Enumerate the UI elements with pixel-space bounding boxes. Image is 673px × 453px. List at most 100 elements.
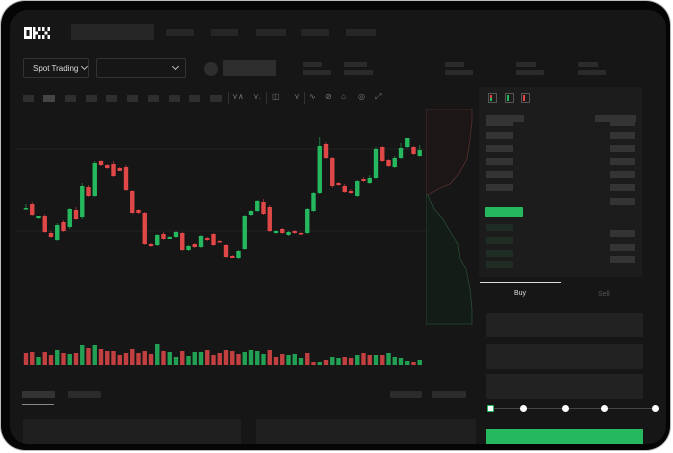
coin-icon <box>204 62 218 76</box>
timeframe-button[interactable] <box>23 95 34 102</box>
order-book-price[interactable] <box>486 184 513 191</box>
order-book-price[interactable] <box>486 171 513 178</box>
timeframe-button[interactable] <box>86 95 97 102</box>
volume-bar <box>73 353 79 365</box>
asks-only-icon[interactable] <box>521 93 530 103</box>
spot-trading-dropdown[interactable]: Spot Trading <box>23 58 89 78</box>
candle-body <box>361 179 366 181</box>
tab-sell[interactable]: Sell <box>598 291 610 298</box>
ruler-icon[interactable]: ⊘ <box>325 92 332 101</box>
candle-body <box>186 246 191 250</box>
volume-bar <box>192 352 197 365</box>
candle-body <box>205 238 210 240</box>
bottom-action[interactable] <box>390 391 422 398</box>
volume-bar <box>117 355 122 365</box>
search-bar[interactable] <box>71 24 154 40</box>
slider-handle[interactable] <box>487 405 494 412</box>
timeframe-button[interactable] <box>210 95 222 102</box>
volume-bar <box>248 350 254 365</box>
timeframe-button[interactable] <box>127 95 138 102</box>
buy-submit-button[interactable] <box>486 429 643 444</box>
volume-bar <box>267 350 272 365</box>
volume-bar <box>342 357 347 365</box>
bottom-action[interactable] <box>432 391 466 398</box>
order-book-price[interactable] <box>486 132 513 139</box>
candle-body <box>86 187 91 196</box>
order-book-price[interactable] <box>486 237 513 244</box>
target-icon[interactable]: ◎ <box>358 92 365 101</box>
volume-bar <box>130 349 135 365</box>
order-book-price[interactable] <box>486 224 513 231</box>
order-book-price[interactable] <box>486 261 513 268</box>
chevron-down-icon[interactable]: ⋎ <box>294 92 300 101</box>
volume-bar <box>205 350 210 365</box>
volume-bar <box>298 358 304 365</box>
candle-body <box>330 158 335 186</box>
camera-icon[interactable]: ⌂ <box>341 92 346 101</box>
bids-only-icon[interactable] <box>505 93 514 103</box>
candle-body <box>298 233 304 235</box>
stat-value <box>578 70 606 75</box>
timeframe-button[interactable] <box>106 95 117 102</box>
amount-input[interactable] <box>486 344 643 369</box>
nav-item[interactable] <box>301 29 329 36</box>
stat-label <box>578 62 598 67</box>
candle-body <box>411 147 416 154</box>
candle-body <box>367 178 372 183</box>
timeframe-button[interactable] <box>148 95 159 102</box>
nav-item[interactable] <box>166 29 194 36</box>
tab-open-orders[interactable] <box>22 391 55 398</box>
slider-step[interactable] <box>520 405 527 412</box>
volume-bar <box>23 353 29 365</box>
nav-item[interactable] <box>211 29 238 36</box>
volume-bar <box>36 357 41 365</box>
volume-bar <box>217 353 222 365</box>
total-input[interactable] <box>486 374 643 399</box>
order-book-size <box>610 256 635 263</box>
fullscreen-icon[interactable]: ⤢ <box>375 92 382 101</box>
nav-item[interactable] <box>256 29 286 36</box>
volume-bar <box>255 351 260 365</box>
candle-body <box>73 210 79 219</box>
order-book-size <box>610 145 635 152</box>
price-input[interactable] <box>486 313 643 337</box>
volume-bar <box>123 353 129 365</box>
timeframe-button[interactable] <box>43 95 55 102</box>
order-book-price[interactable] <box>486 158 513 165</box>
candle-body <box>161 234 166 239</box>
volume-bar <box>111 351 116 365</box>
timeframe-button[interactable] <box>169 95 180 102</box>
candle-body <box>211 234 216 245</box>
nav-item[interactable] <box>346 29 376 36</box>
slider-step[interactable] <box>562 405 569 412</box>
candle-body <box>30 204 35 215</box>
pair-selector-dropdown[interactable] <box>96 58 186 78</box>
tab-order-history[interactable] <box>68 391 101 398</box>
slider-track[interactable] <box>490 408 656 409</box>
line-tool-icon[interactable]: ∿ <box>309 92 316 101</box>
settings-icon[interactable]: ◫ <box>272 92 280 101</box>
both-sides-icon[interactable] <box>488 93 497 103</box>
slider-step[interactable] <box>601 405 608 412</box>
timeframe-button[interactable] <box>189 95 200 102</box>
slider-step[interactable] <box>652 405 659 412</box>
okx-logo[interactable] <box>24 26 50 39</box>
candlestick-chart[interactable] <box>10 10 666 444</box>
order-book-price[interactable] <box>486 250 513 257</box>
candle-body <box>392 158 397 167</box>
volume-bar <box>286 355 291 365</box>
candle-body <box>305 209 310 233</box>
order-book-price[interactable] <box>486 119 513 126</box>
candle-body <box>355 181 360 196</box>
tab-buy[interactable]: Buy <box>514 290 527 297</box>
order-book-price[interactable] <box>486 145 513 152</box>
candle-body <box>223 245 229 257</box>
indicators-icon[interactable]: ⋎∧ <box>232 92 244 101</box>
chart-type-icon[interactable]: ⋎. <box>253 92 262 101</box>
toolbar-divider <box>304 92 305 104</box>
timeframe-button[interactable] <box>65 95 76 102</box>
orders-panel <box>23 419 241 444</box>
volume-bar <box>173 357 179 365</box>
candle-body <box>61 222 66 231</box>
volume-bar <box>273 357 279 365</box>
